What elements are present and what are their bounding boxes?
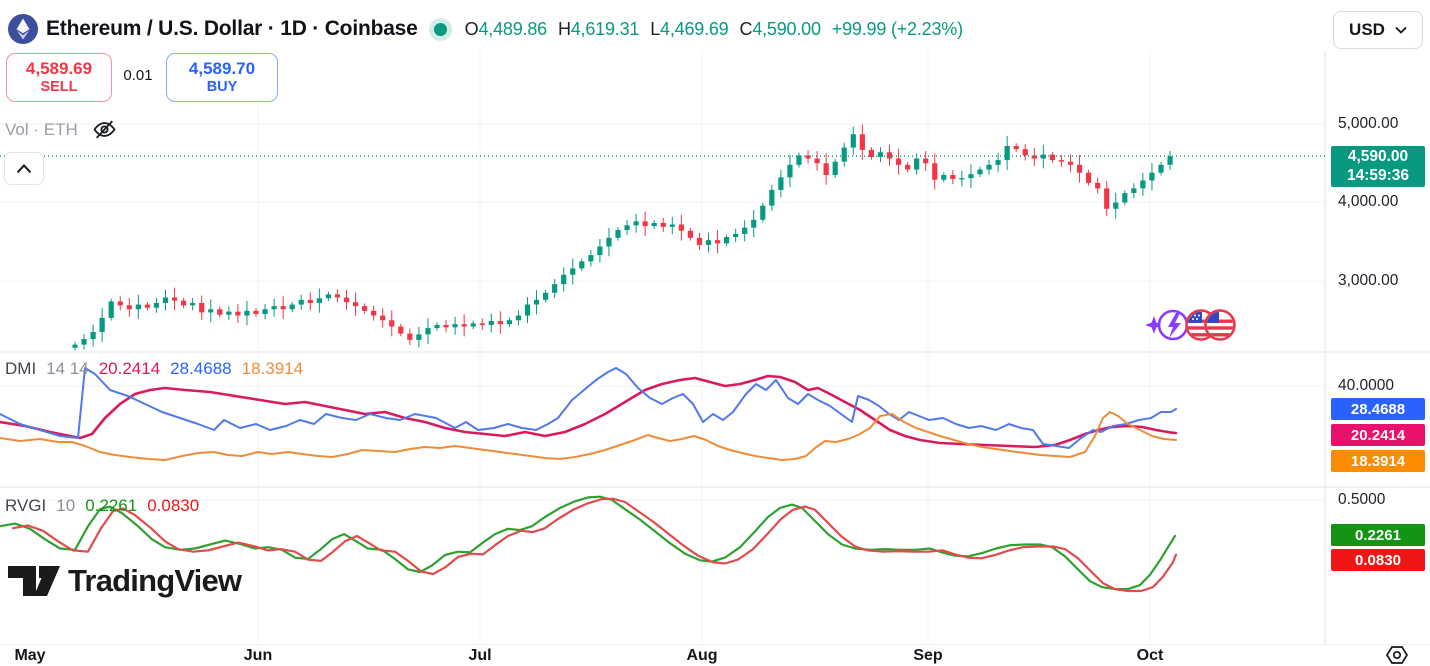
- last-price-badge: 4,590.00 14:59:36: [1331, 146, 1425, 187]
- spread-value: 0.01: [123, 67, 153, 84]
- time-label-may: May: [14, 647, 46, 664]
- chevron-down-icon: [1395, 26, 1407, 34]
- dmi-plus-di-value: 28.4688: [170, 359, 232, 378]
- currency-dropdown[interactable]: USD: [1333, 11, 1423, 49]
- rvgi-params: 10: [56, 496, 76, 515]
- rvgi-axis-top-label: 0.5000: [1338, 491, 1386, 508]
- symbol-header: Ethereum / U.S. Dollar · 1D · Coinbase O…: [0, 10, 974, 48]
- us-flag-icon-2: [1204, 309, 1236, 341]
- price-axis-label-4000: 4,000.00: [1338, 193, 1399, 210]
- dmi-params: 14 14: [46, 359, 89, 378]
- symbol-title[interactable]: Ethereum / U.S. Dollar · 1D · Coinbase: [46, 17, 418, 40]
- dmi-legend: DMI 14 14 20.2414 28.4688 18.3914: [5, 359, 303, 379]
- price-axis-label-3000: 3,000.00: [1338, 272, 1399, 289]
- low-label: L: [650, 18, 661, 39]
- sell-button[interactable]: 4,589.69 SELL: [6, 53, 112, 102]
- chevron-up-icon: [16, 163, 32, 173]
- high-value: 4,619.31: [570, 18, 640, 39]
- dmi-adx-badge: 20.2414: [1331, 424, 1425, 446]
- rvgi-name: RVGI: [5, 496, 47, 515]
- last-price-time: 14:59:36: [1346, 166, 1410, 184]
- rvgi-main-value: 0.2261: [85, 496, 138, 515]
- time-label-sep: Sep: [913, 647, 943, 664]
- dmi-plus-di-badge: 28.4688: [1331, 398, 1425, 420]
- ethereum-icon: [8, 14, 38, 44]
- open-value: 4,489.86: [478, 18, 547, 39]
- chart-stickers[interactable]: [1146, 299, 1236, 349]
- time-label-oct: Oct: [1136, 647, 1164, 664]
- rvgi-main-badge: 0.2261: [1331, 524, 1425, 546]
- tradingview-logo-text: TradingView: [68, 563, 242, 598]
- eye-off-icon[interactable]: [92, 117, 117, 142]
- dmi-minus-di-value: 18.3914: [241, 359, 304, 378]
- dmi-minus-di-badge: 18.3914: [1331, 450, 1425, 472]
- sell-price: 4,589.69: [25, 59, 93, 79]
- time-label-jun: Jun: [243, 647, 273, 664]
- price-axis-label-5000: 5,000.00: [1338, 115, 1399, 132]
- change-value: +99.99 (+2.23%): [831, 18, 963, 39]
- buy-price: 4,589.70: [188, 59, 256, 79]
- tradingview-watermark[interactable]: TradingView: [8, 562, 242, 600]
- dmi-name: DMI: [5, 359, 37, 378]
- close-value: 4,590.00: [752, 18, 821, 39]
- buy-button[interactable]: 4,589.70 BUY: [166, 53, 278, 102]
- volume-label: Vol · ETH: [5, 119, 78, 139]
- last-price-value: 4,590.00: [1347, 147, 1409, 165]
- time-label-aug: Aug: [686, 647, 718, 664]
- sell-label: SELL: [40, 78, 78, 95]
- collapse-panel-button[interactable]: [4, 152, 44, 185]
- high-label: H: [557, 18, 571, 39]
- ohlc-values: O4,489.86 H4,619.31 L4,469.69 C4,590.00 …: [465, 19, 974, 40]
- market-status-icon[interactable]: [433, 22, 447, 36]
- time-axis[interactable]: [0, 645, 1430, 666]
- rvgi-signal-badge: 0.0830: [1331, 549, 1425, 571]
- time-label-jul: Jul: [468, 647, 492, 664]
- sparkle-icon: [1146, 316, 1163, 334]
- rvgi-legend: RVGI 10 0.2261 0.0830: [5, 496, 199, 516]
- volume-legend: Vol · ETH: [5, 117, 117, 142]
- open-label: O: [464, 18, 479, 39]
- close-label: C: [739, 18, 753, 39]
- low-value: 4,469.69: [660, 18, 729, 39]
- buy-label: BUY: [206, 78, 238, 95]
- currency-label: USD: [1349, 20, 1385, 39]
- tradingview-logo-icon: [8, 566, 60, 596]
- dmi-axis-top-label: 40.0000: [1338, 377, 1395, 394]
- settings-icon[interactable]: [1384, 645, 1410, 665]
- dmi-adx-value: 20.2414: [98, 359, 161, 378]
- rvgi-signal-value: 0.0830: [147, 496, 200, 515]
